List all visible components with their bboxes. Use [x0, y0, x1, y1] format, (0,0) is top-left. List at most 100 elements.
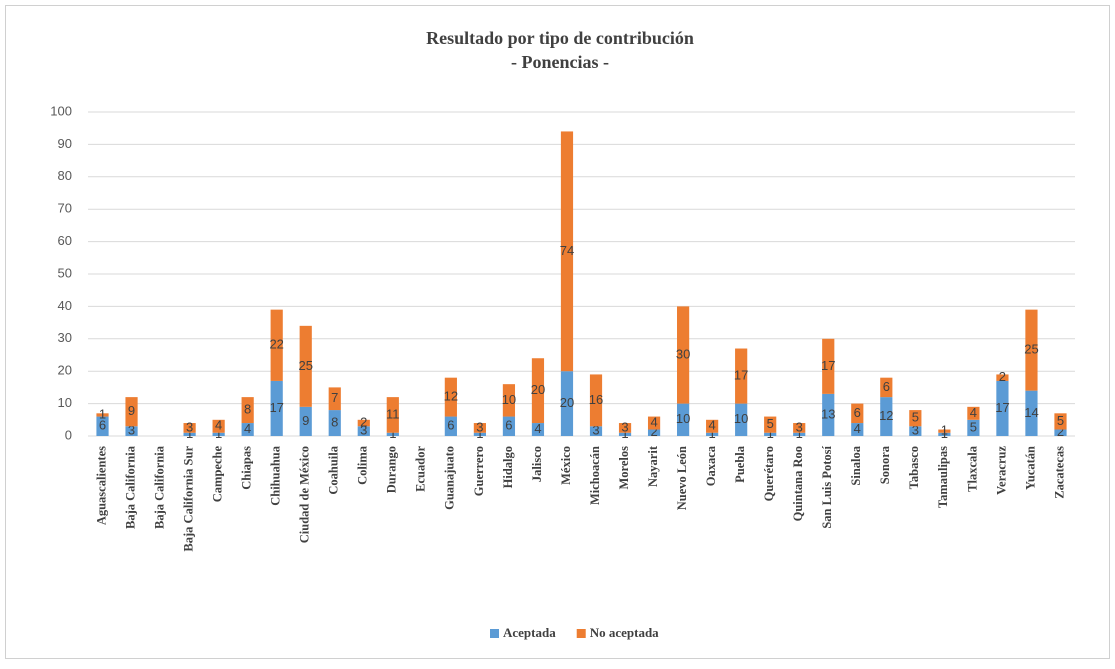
- x-tick-label: Baja California: [123, 445, 137, 529]
- bar-segment: [735, 403, 748, 436]
- data-label: 12: [444, 389, 458, 404]
- bar-segment: [96, 416, 109, 436]
- x-tick-label: Oaxaca: [704, 445, 718, 486]
- data-label: 3: [476, 419, 483, 434]
- bar-segment: [1025, 309, 1038, 391]
- bar-segment: [996, 374, 1009, 381]
- bar-segment: [183, 423, 196, 433]
- bar-segment: [560, 131, 574, 372]
- bar-segment: [270, 309, 283, 381]
- bar-segment: [996, 380, 1009, 436]
- bar-segment: [241, 423, 254, 436]
- x-tick-label: Nayarit: [646, 445, 660, 487]
- x-tick-label: Ecuador: [414, 446, 428, 492]
- x-tick-label: Yucatán: [1023, 446, 1037, 490]
- legend-swatch: [576, 629, 586, 638]
- bar-segment: [212, 419, 225, 433]
- data-label: 6: [99, 418, 106, 433]
- bar-segment: [851, 403, 864, 424]
- bar-segment: [793, 432, 806, 436]
- bar-segment: [764, 416, 777, 433]
- x-tick-label: Sonora: [878, 445, 892, 484]
- data-label: 8: [331, 414, 338, 429]
- x-tick-label: Zacatecas: [1052, 446, 1066, 499]
- data-label: 4: [215, 418, 222, 433]
- data-label: 74: [560, 243, 574, 258]
- data-label: 10: [734, 411, 748, 426]
- bar-segment: [677, 403, 690, 436]
- bar-segment: [444, 416, 457, 436]
- bar-segment: [1054, 413, 1067, 430]
- data-label: 25: [1024, 342, 1038, 357]
- x-tick-label: Guerrero: [472, 446, 486, 496]
- data-label: 1: [767, 426, 774, 441]
- data-label: 4: [970, 405, 977, 420]
- x-tick-label: Querétaro: [762, 446, 776, 501]
- bar-segment: [183, 432, 196, 436]
- bar-segment: [328, 410, 341, 436]
- x-tick-label: Tabasco: [907, 446, 921, 489]
- data-label: 5: [767, 416, 774, 431]
- bar-segment: [706, 419, 719, 433]
- x-tick-label: Campeche: [211, 446, 225, 503]
- x-tick-label: Coahuila: [327, 445, 341, 494]
- data-label: 22: [269, 337, 283, 352]
- x-tick-label: Morelos: [617, 446, 631, 490]
- y-tick-label: 70: [58, 201, 72, 216]
- x-tick-label: Baja California: [152, 445, 166, 529]
- data-label: 1: [215, 426, 222, 441]
- legend-swatch: [490, 629, 499, 638]
- data-label: 17: [734, 367, 748, 382]
- data-label: 17: [995, 400, 1009, 415]
- x-tick-label: Durango: [385, 446, 399, 493]
- data-label: 17: [269, 400, 283, 415]
- data-label: 8: [244, 402, 251, 417]
- x-tick-label: Sinaloa: [849, 445, 863, 485]
- y-tick-label: 0: [65, 427, 72, 442]
- x-tick-label: Chihuahua: [269, 445, 283, 506]
- bar-segment: [851, 423, 864, 436]
- data-label: 1: [941, 426, 948, 441]
- data-label: 3: [128, 423, 135, 438]
- bar-segment: [270, 380, 283, 436]
- data-label: 6: [883, 379, 890, 394]
- y-tick-label: 10: [58, 395, 72, 410]
- bar-segment: [502, 384, 516, 417]
- x-tick-label: México: [559, 446, 573, 485]
- legend-label: No aceptada: [590, 625, 659, 640]
- bar-segment: [473, 423, 486, 433]
- bar-segment: [241, 397, 254, 424]
- x-tick-label: Quintana Roo: [791, 446, 805, 521]
- bar-segment: [967, 419, 980, 436]
- bar-segment: [502, 416, 516, 436]
- bar-segment: [618, 423, 632, 433]
- bar-segment: [938, 432, 951, 436]
- bar-segment: [299, 325, 312, 407]
- data-label: 10: [502, 392, 516, 407]
- data-label: 20: [531, 382, 545, 397]
- x-tick-label: Jalisco: [530, 446, 544, 482]
- data-label: 3: [592, 423, 599, 438]
- data-label: 4: [709, 418, 716, 433]
- data-label: 7: [331, 390, 338, 405]
- data-label: 4: [854, 421, 861, 436]
- data-label: 6: [447, 418, 454, 433]
- bar-segment: [706, 432, 719, 436]
- bar-segment: [560, 371, 574, 436]
- data-label: 3: [186, 419, 193, 434]
- x-tick-label: Tamaulipas: [936, 446, 950, 508]
- bar-segment: [328, 387, 341, 411]
- data-label: 4: [244, 421, 251, 436]
- data-label: 6: [505, 418, 512, 433]
- bar-segment: [125, 397, 138, 427]
- bar-segment: [589, 374, 603, 427]
- data-label: 1: [796, 426, 803, 441]
- data-label: 9: [128, 403, 135, 418]
- y-tick-label: 50: [58, 265, 72, 280]
- data-label: 2: [999, 369, 1006, 384]
- bar-segment: [299, 406, 312, 436]
- data-label: 3: [621, 419, 628, 434]
- chart-frame: [5, 5, 1110, 659]
- data-label: 30: [676, 346, 690, 361]
